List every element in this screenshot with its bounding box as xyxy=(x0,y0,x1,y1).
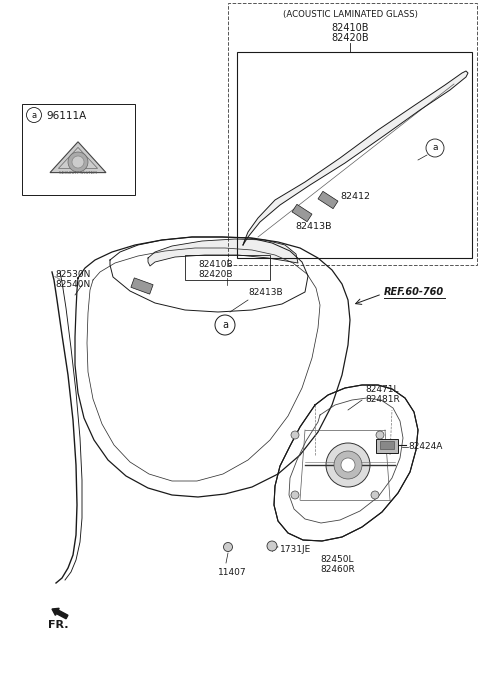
Polygon shape xyxy=(274,385,418,541)
Circle shape xyxy=(326,443,370,487)
Text: 82413B: 82413B xyxy=(248,288,283,297)
Circle shape xyxy=(426,139,444,157)
Circle shape xyxy=(371,491,379,499)
Text: 82530N: 82530N xyxy=(55,270,90,279)
Polygon shape xyxy=(148,239,298,266)
Circle shape xyxy=(26,107,41,123)
FancyArrow shape xyxy=(52,608,68,619)
Text: a: a xyxy=(31,110,36,119)
Bar xyxy=(380,441,394,449)
Bar xyxy=(376,439,398,453)
Text: 82460R: 82460R xyxy=(320,565,355,574)
Polygon shape xyxy=(50,142,106,173)
Polygon shape xyxy=(131,278,153,294)
Text: 82412: 82412 xyxy=(340,192,370,201)
Bar xyxy=(228,3,477,265)
Text: 82420B: 82420B xyxy=(198,270,232,279)
Text: 82481R: 82481R xyxy=(365,395,400,404)
Text: a: a xyxy=(222,320,228,330)
Circle shape xyxy=(334,451,362,479)
Bar xyxy=(185,255,270,280)
Text: 82540N: 82540N xyxy=(55,280,90,289)
Bar xyxy=(237,52,472,258)
Text: 82471L: 82471L xyxy=(365,385,398,394)
Text: 82450L: 82450L xyxy=(320,555,353,564)
Text: 82420B: 82420B xyxy=(331,33,369,43)
Polygon shape xyxy=(243,71,468,245)
Circle shape xyxy=(68,152,88,172)
Text: FR.: FR. xyxy=(48,620,69,630)
Text: 82410B: 82410B xyxy=(198,260,233,269)
Polygon shape xyxy=(318,192,338,209)
Text: SECURITY SYSTEM: SECURITY SYSTEM xyxy=(59,171,97,174)
Circle shape xyxy=(72,156,84,168)
Text: 82413B: 82413B xyxy=(295,222,332,231)
Text: 11407: 11407 xyxy=(218,568,247,577)
Text: 1731JE: 1731JE xyxy=(280,545,311,554)
Circle shape xyxy=(341,458,355,472)
Circle shape xyxy=(267,541,277,551)
Circle shape xyxy=(291,431,299,439)
Circle shape xyxy=(224,542,232,551)
Text: 82424A: 82424A xyxy=(408,442,443,451)
Text: 82410B: 82410B xyxy=(331,23,369,33)
Circle shape xyxy=(291,491,299,499)
Text: REF.60-760: REF.60-760 xyxy=(384,287,444,297)
Circle shape xyxy=(376,431,384,439)
Text: a: a xyxy=(432,143,438,152)
Polygon shape xyxy=(292,205,312,222)
Text: 96111A: 96111A xyxy=(46,111,86,121)
Text: (ACOUSTIC LAMINATED GLASS): (ACOUSTIC LAMINATED GLASS) xyxy=(283,10,418,19)
Bar xyxy=(22,104,135,195)
Circle shape xyxy=(215,315,235,335)
